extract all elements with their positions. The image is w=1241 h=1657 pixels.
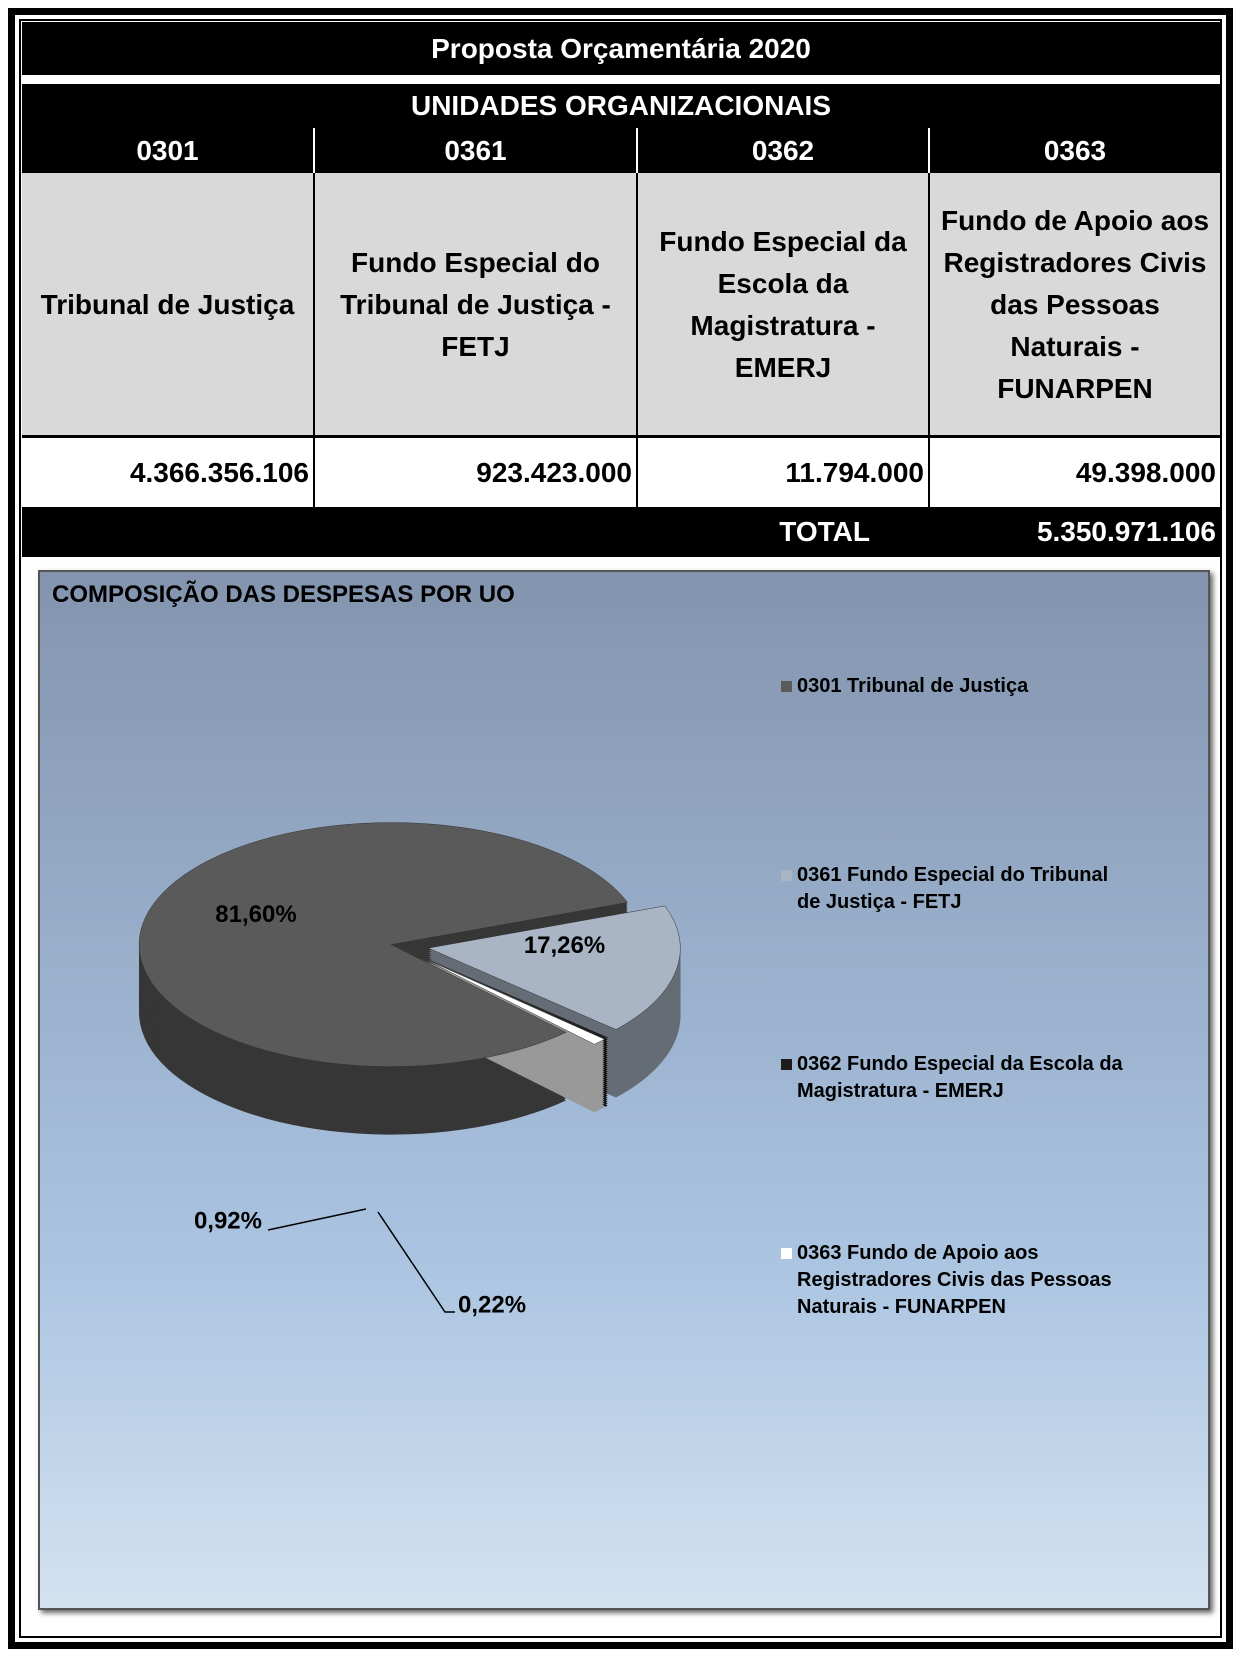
unit-name: Tribunal de Justiça xyxy=(22,173,315,437)
leader-line xyxy=(377,1211,455,1313)
chart-title: COMPOSIÇÃO DAS DESPESAS POR UO xyxy=(52,580,515,608)
data-label: 81,60% xyxy=(215,901,296,928)
unit-name: Fundo Especial do Tribunal de Justiça - … xyxy=(315,173,638,437)
unit-value: 4.366.356.106 xyxy=(22,438,315,507)
code: 0363 xyxy=(930,128,1220,173)
slice xyxy=(138,822,628,1067)
leader-line xyxy=(267,1208,367,1231)
total-value: 5.350.971.106 xyxy=(1036,516,1216,547)
rule xyxy=(22,435,1220,438)
slice xyxy=(420,955,609,1040)
total-label: TOTAL xyxy=(779,516,870,547)
inner-frame xyxy=(19,19,1222,1638)
legend-label: 0362 Fundo Especial da Escola da Magistr… xyxy=(797,1053,1123,1102)
slice xyxy=(427,905,681,1030)
legend-marker xyxy=(781,1248,792,1259)
legend-marker xyxy=(781,870,792,881)
unit-value: 11.794.000 xyxy=(638,438,930,507)
code: 0361 xyxy=(315,128,638,173)
legend-marker xyxy=(781,681,792,692)
data-label: 17,26% xyxy=(524,932,605,959)
legend-label: 0363 Fundo de Apoio aos Registradores Ci… xyxy=(797,1242,1112,1318)
data-label: 0,22% xyxy=(458,1291,526,1318)
code: 0301 xyxy=(22,128,315,173)
legend-label: 0301 Tribunal de Justiça xyxy=(797,675,1029,697)
unit-name: Fundo Especial da Escola da Magistratura… xyxy=(638,173,930,437)
slice xyxy=(419,956,606,1045)
table-subtitle: UNIDADES ORGANIZACIONAIS xyxy=(22,84,1220,128)
table-title: Proposta Orçamentária 2020 xyxy=(22,22,1220,75)
total-row xyxy=(22,507,1220,557)
unit-value: 923.423.000 xyxy=(315,438,638,507)
data-label: 0,92% xyxy=(194,1207,262,1234)
unit-value: 49.398.000 xyxy=(930,438,1220,507)
legend-marker xyxy=(781,1059,792,1070)
unit-name: Fundo de Apoio aos Registradores Civis d… xyxy=(930,173,1220,437)
legend-label: 0361 Fundo Especial do Tribunal de Justi… xyxy=(797,864,1109,913)
frame xyxy=(8,8,1233,1649)
code: 0362 xyxy=(638,128,930,173)
